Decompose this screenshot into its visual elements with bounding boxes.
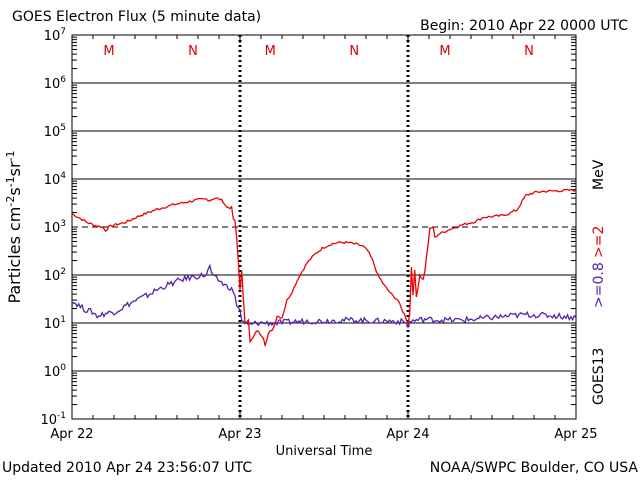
- legend-series-2: >=2: [591, 226, 607, 258]
- legend-series-08: >=0.8: [591, 262, 607, 308]
- x-axis-label: Universal Time: [276, 444, 373, 459]
- y-tick-label-1e2: 102: [44, 267, 66, 284]
- day-marker-m: M: [439, 44, 450, 59]
- y-tick-label-1e6: 106: [44, 75, 67, 92]
- x-tick-labels: Apr 22 Apr 23 Apr 24 Apr 25: [50, 35, 598, 442]
- day-marker-m: M: [103, 44, 114, 59]
- chart-title: GOES Electron Flux (5 minute data): [12, 9, 262, 25]
- legend-satellite: GOES13: [591, 348, 607, 405]
- x-tick-label: Apr 24: [386, 427, 429, 442]
- y-axis-label: Particles cm-2s-1sr-1: [4, 150, 25, 303]
- x-tick-label: Apr 25: [554, 427, 597, 442]
- series-layer: [71, 188, 577, 347]
- x-tick-label: Apr 22: [50, 427, 93, 442]
- series-line-ge08mev: [71, 263, 577, 329]
- updated-timestamp: Updated 2010 Apr 24 23:56:07 UTC: [2, 460, 253, 476]
- day-dividers: [238, 35, 410, 419]
- day-marker-n: N: [349, 44, 359, 59]
- data-source: NOAA/SWPC Boulder, CO USA: [429, 460, 638, 476]
- legend-unit: MeV: [591, 159, 607, 190]
- y-tick-label-1e4: 104: [44, 171, 67, 188]
- y-tick-label-1e-1: 10-1: [40, 411, 66, 428]
- y-tick-label-1e0: 100: [44, 363, 67, 380]
- grid-layer: [72, 82, 576, 372]
- day-marker-n: N: [524, 44, 534, 59]
- day-marker-n: N: [188, 44, 198, 59]
- begin-date: Begin: 2010 Apr 22 0000 UTC: [420, 18, 628, 34]
- x-tick-label: Apr 23: [218, 427, 261, 442]
- y-tick-label-1e1: 101: [44, 315, 66, 332]
- series-line-ge2mev: [71, 188, 577, 347]
- y-tick-label-1e7: 107: [44, 27, 66, 44]
- y-tick-label-1e3: 103: [44, 219, 66, 236]
- day-marker-m: M: [265, 44, 276, 59]
- y-tick-label-1e5: 105: [44, 123, 66, 140]
